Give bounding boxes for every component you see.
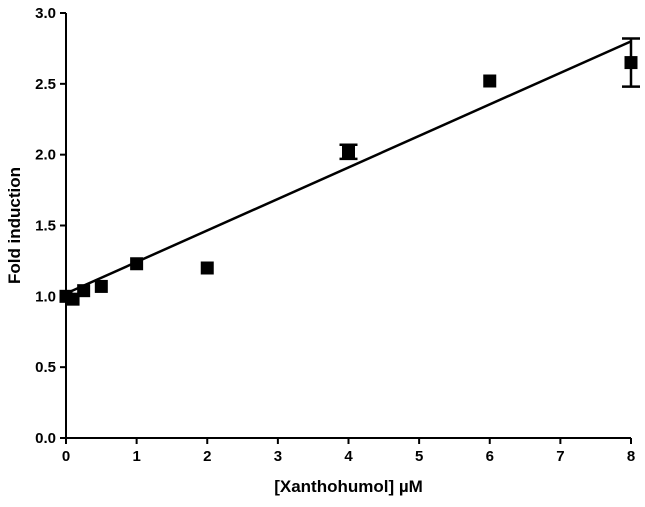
x-tick-label: 5 [415, 448, 423, 465]
x-tick-label: 2 [203, 448, 211, 465]
x-ticks: 0 1 2 3 4 5 6 7 8 [62, 438, 635, 465]
x-tick-label: 3 [274, 448, 282, 465]
y-ticks: 0.0 0.5 1.0 1.5 2.0 2.5 3.0 [35, 5, 66, 447]
data-point [130, 257, 144, 271]
data-point [66, 292, 80, 306]
y-tick-label: 1.5 [35, 218, 56, 235]
y-tick-label: 2.0 [35, 147, 56, 164]
x-axis-title: [Xanthohumol] µM [274, 477, 423, 496]
data-point [200, 261, 214, 275]
data-points [59, 56, 638, 306]
data-point [94, 279, 108, 293]
data-point [483, 74, 497, 88]
x-tick-label: 4 [344, 448, 353, 465]
y-tick-label: 2.5 [35, 76, 56, 93]
fit-line-group [65, 40, 632, 295]
x-tick-label: 8 [627, 448, 635, 465]
x-tick-label: 1 [132, 448, 140, 465]
x-tick-label: 6 [486, 448, 494, 465]
y-tick-label: 3.0 [35, 5, 56, 22]
y-tick-label: 1.0 [35, 288, 56, 305]
data-point [77, 284, 91, 298]
y-tick-label: 0.0 [35, 430, 56, 447]
y-axis-title: Fold induction [5, 167, 24, 284]
x-tick-label: 0 [62, 448, 70, 465]
fit-line [65, 40, 632, 295]
x-tick-label: 7 [556, 448, 564, 465]
data-point [342, 145, 355, 159]
axes [65, 13, 631, 439]
y-tick-label: 0.5 [35, 359, 56, 376]
data-point [624, 56, 638, 70]
